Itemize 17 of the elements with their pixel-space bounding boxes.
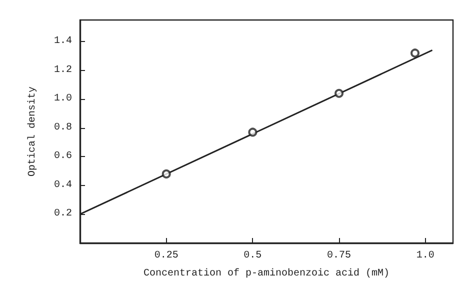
x-axis-title: Concentration of p-aminobenzoic acid (mM)	[143, 268, 390, 280]
x-tick-label: 0.5	[244, 250, 262, 262]
y-tick-label: 1.4	[54, 36, 72, 48]
y-tick-label: 0.8	[54, 122, 72, 134]
y-tick-label: 1.2	[54, 64, 72, 76]
y-tick-label: 1.0	[54, 94, 72, 105]
x-tick-label: 1.0	[416, 250, 434, 262]
y-tick-label: 0.2	[54, 208, 72, 220]
point	[162, 169, 171, 178]
point	[248, 128, 258, 137]
y-axis-title: Optical density	[26, 86, 38, 177]
point	[410, 48, 420, 58]
x-tick-label: 0.25	[154, 250, 178, 262]
y-tick-label: 0.6	[54, 151, 72, 162]
point	[334, 88, 344, 98]
y-tick-label: 0.4	[54, 180, 72, 191]
x-tick-label: 0.75	[327, 250, 352, 262]
